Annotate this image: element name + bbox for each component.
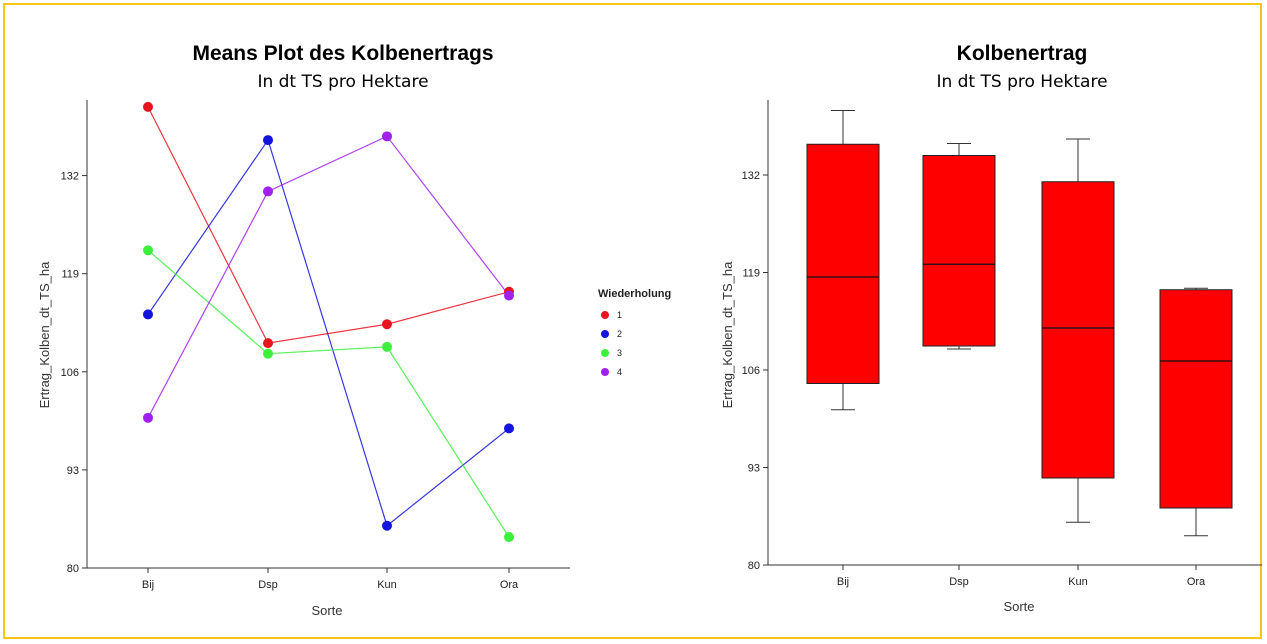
legend-marker-2	[601, 330, 609, 338]
means-plot-y-tick-label: 93	[67, 465, 79, 477]
legend-label-1: 1	[617, 310, 622, 320]
box-plot-y-tick-label: 132	[742, 170, 760, 182]
series-line-2	[147, 138, 510, 527]
series-3-point	[143, 245, 153, 256]
box-plot-x-tick-label: Ora	[1187, 576, 1206, 588]
box-plot-subtitle: In dt TS pro Hektare	[936, 72, 1107, 92]
means-plot-x-tick-label: Dsp	[258, 579, 278, 591]
legend-title: Wiederholung	[598, 288, 671, 300]
box-Ora	[1159, 289, 1233, 509]
box-plot-y-tick-label: 106	[742, 365, 760, 377]
series-1-point	[143, 101, 153, 112]
series-2-point	[504, 423, 514, 434]
series-4-point	[263, 186, 273, 197]
box-plot-marks: 80 93 106 119 132 Bij Dsp Kun Ora	[742, 100, 1262, 588]
legend-marker-1	[601, 311, 609, 319]
box-plot-x-tick-label: Dsp	[949, 576, 969, 588]
box-plot-y-tick-label: 80	[748, 560, 760, 572]
means-plot-y-tick-label: 132	[61, 171, 79, 183]
means-plot-y-tick-label: 106	[61, 367, 79, 379]
legend-marker-4	[601, 368, 609, 376]
series-4-point	[504, 290, 514, 301]
box-Bij	[806, 143, 880, 384]
box-plot-y-axis-label: Ertrag_Kolben_dt_TS_ha	[720, 261, 735, 408]
series-2-point	[382, 520, 392, 531]
series-3-point	[263, 348, 273, 359]
box-plot-x-axis-label: Sorte	[1003, 599, 1034, 614]
series-4-point	[143, 412, 153, 423]
series-4-point	[382, 131, 392, 142]
means-plot-x-tick-label: Ora	[500, 579, 519, 591]
box-plot-y-tick-label: 93	[748, 463, 760, 475]
series-2-point	[263, 135, 273, 146]
series-3-point	[382, 341, 392, 352]
series-line-3	[147, 249, 510, 538]
means-plot-marks: 80 93 106 119 132 Bij Dsp Kun Ora 1 2 3 4	[61, 100, 622, 591]
legend-label-4: 4	[617, 367, 622, 377]
means-plot-x-tick-label: Kun	[377, 579, 397, 591]
legend-label-2: 2	[617, 329, 622, 339]
series-1-point	[382, 319, 392, 330]
means-plot-y-tick-label: 80	[67, 563, 79, 575]
means-plot-title: Means Plot des Kolbenertrags	[192, 42, 493, 65]
box-Dsp	[922, 155, 996, 347]
box-plot-x-tick-label: Kun	[1068, 576, 1088, 588]
means-plot-y-tick-label: 119	[61, 269, 79, 281]
box-plot: Kolbenertrag In dt TS pro Hektare Sorte …	[720, 42, 1262, 614]
series-2-point	[143, 309, 153, 320]
means-plot: Means Plot des Kolbenertrags In dt TS pr…	[37, 42, 671, 618]
means-plot-subtitle: In dt TS pro Hektare	[257, 72, 428, 92]
box-plot-x-tick-label: Bij	[837, 576, 849, 588]
legend-label-3: 3	[617, 348, 622, 358]
box-Kun	[1041, 181, 1115, 479]
means-plot-y-axis-label: Ertrag_Kolben_dt_TS_ha	[37, 261, 52, 408]
legend-marker-3	[601, 349, 609, 357]
means-plot-x-tick-label: Bij	[142, 579, 154, 591]
box-plot-title: Kolbenertrag	[957, 42, 1088, 65]
series-line-4	[147, 135, 510, 419]
series-1-point	[263, 338, 273, 349]
box-plot-y-tick-label: 119	[742, 268, 760, 280]
series-3-point	[504, 532, 514, 543]
means-plot-x-axis-label: Sorte	[311, 603, 342, 618]
